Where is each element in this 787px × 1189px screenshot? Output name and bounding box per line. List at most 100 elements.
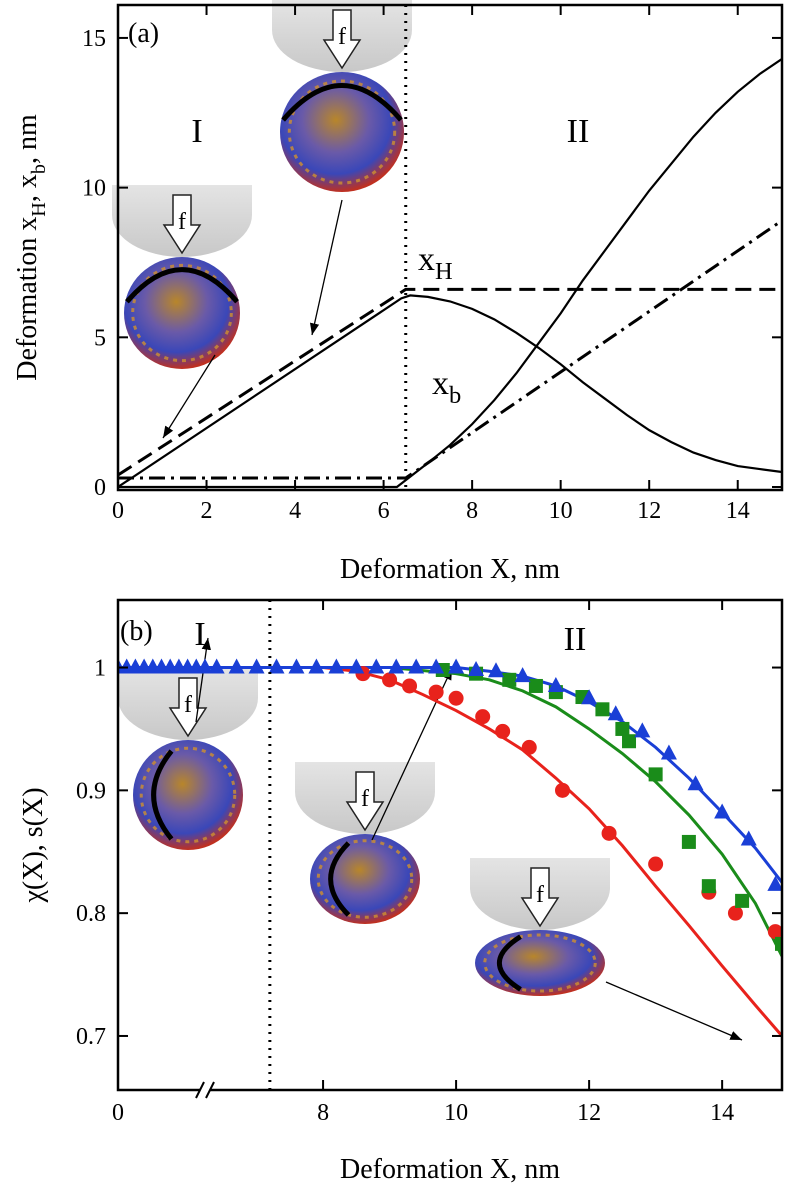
line bbox=[118, 287, 782, 477]
capsid bbox=[310, 834, 420, 924]
annotation: xH bbox=[418, 241, 453, 285]
text-part: , nm bbox=[12, 114, 43, 164]
point bbox=[767, 875, 782, 891]
y-tick-label: 15 bbox=[82, 26, 106, 52]
series-group bbox=[118, 658, 782, 1037]
annotation: xb bbox=[432, 365, 461, 409]
y-tick-label: 5 bbox=[94, 325, 106, 351]
point bbox=[448, 658, 465, 674]
axis-break bbox=[195, 1081, 215, 1099]
point bbox=[368, 658, 385, 674]
force-arrow bbox=[168, 677, 208, 738]
y-tick-label: 0.8 bbox=[76, 901, 106, 927]
capsid-texture bbox=[131, 263, 233, 363]
inset: f bbox=[272, 0, 412, 336]
point bbox=[268, 658, 285, 674]
point bbox=[581, 689, 598, 705]
point bbox=[615, 721, 630, 736]
plot-frame bbox=[116, 3, 784, 492]
pointer-arrow bbox=[605, 981, 743, 1041]
point bbox=[528, 678, 543, 693]
force-arrow bbox=[162, 194, 202, 255]
point bbox=[348, 658, 365, 674]
point bbox=[687, 775, 704, 791]
point bbox=[660, 744, 677, 760]
force-arrow bbox=[322, 9, 362, 70]
point bbox=[681, 834, 696, 849]
point bbox=[388, 658, 405, 674]
pointer-arrow bbox=[162, 354, 216, 439]
point bbox=[648, 767, 663, 782]
point bbox=[514, 667, 531, 683]
point bbox=[248, 658, 265, 674]
y-tick-label: 0.7 bbox=[76, 1024, 106, 1050]
y-tick-label: 0 bbox=[94, 475, 106, 501]
point bbox=[428, 684, 444, 700]
y-tick-label: 1 bbox=[94, 656, 106, 682]
point bbox=[555, 782, 571, 798]
point bbox=[714, 803, 731, 819]
x-tick-label: 4 bbox=[289, 498, 301, 524]
point bbox=[228, 658, 245, 674]
capsid-texture bbox=[316, 839, 414, 919]
force-label: f bbox=[536, 882, 544, 908]
force-arrow bbox=[345, 771, 385, 832]
point bbox=[740, 830, 757, 846]
annotation: (a) bbox=[128, 18, 159, 49]
point bbox=[382, 672, 398, 688]
point bbox=[727, 905, 743, 921]
x-tick-label: 8 bbox=[466, 498, 478, 524]
y-axis-label: χ(X), s(X) bbox=[18, 787, 49, 903]
pointer-arrow bbox=[309, 199, 343, 336]
force-label: f bbox=[184, 692, 192, 718]
x-axis-label: Deformation X, nm bbox=[340, 554, 560, 585]
point bbox=[488, 662, 504, 678]
y-axis-label: Deformation xH, xb, nm bbox=[12, 114, 50, 381]
contact-arc bbox=[125, 267, 239, 304]
insets: f f f f f bbox=[112, 0, 743, 1041]
inset: f bbox=[112, 185, 252, 439]
point bbox=[634, 722, 651, 738]
point bbox=[607, 705, 624, 721]
point bbox=[495, 723, 511, 739]
annotation: I bbox=[194, 616, 205, 653]
plot-frame bbox=[116, 598, 784, 1092]
x-tick-label: 14 bbox=[710, 1100, 734, 1126]
point bbox=[468, 661, 485, 676]
point bbox=[775, 936, 782, 951]
capsid bbox=[475, 930, 605, 996]
pointer-arrow bbox=[195, 637, 211, 723]
axis-break-gap bbox=[200, 1080, 210, 1100]
point bbox=[475, 709, 491, 725]
point bbox=[648, 856, 664, 872]
inset: f bbox=[295, 667, 453, 924]
y-tick-label: 10 bbox=[82, 176, 106, 202]
annotation: II bbox=[567, 113, 590, 150]
point bbox=[408, 658, 425, 674]
fit-line bbox=[118, 666, 782, 884]
annotation: I bbox=[191, 113, 202, 150]
point bbox=[735, 893, 750, 908]
x-tick-label: 12 bbox=[637, 498, 661, 524]
point bbox=[547, 676, 564, 692]
x-tick-label: 10 bbox=[444, 1100, 468, 1126]
point bbox=[767, 924, 782, 940]
contact-arc bbox=[496, 934, 522, 992]
force-label: f bbox=[178, 209, 186, 235]
point bbox=[308, 658, 325, 674]
y-tick-label: 0.9 bbox=[76, 778, 106, 804]
point bbox=[328, 658, 345, 674]
x-tick-label: 10 bbox=[549, 498, 573, 524]
capsid bbox=[124, 257, 240, 369]
inset: f bbox=[118, 637, 258, 850]
capsid bbox=[133, 740, 243, 850]
x-tick-label: 2 bbox=[201, 498, 213, 524]
point bbox=[622, 734, 637, 749]
point bbox=[402, 678, 418, 694]
capsid-texture bbox=[139, 746, 237, 844]
x-axis-label: Deformation X, nm bbox=[340, 1154, 560, 1185]
force-arrow bbox=[520, 867, 560, 928]
point bbox=[601, 825, 617, 841]
point bbox=[701, 879, 716, 894]
subscript: b bbox=[28, 164, 50, 174]
